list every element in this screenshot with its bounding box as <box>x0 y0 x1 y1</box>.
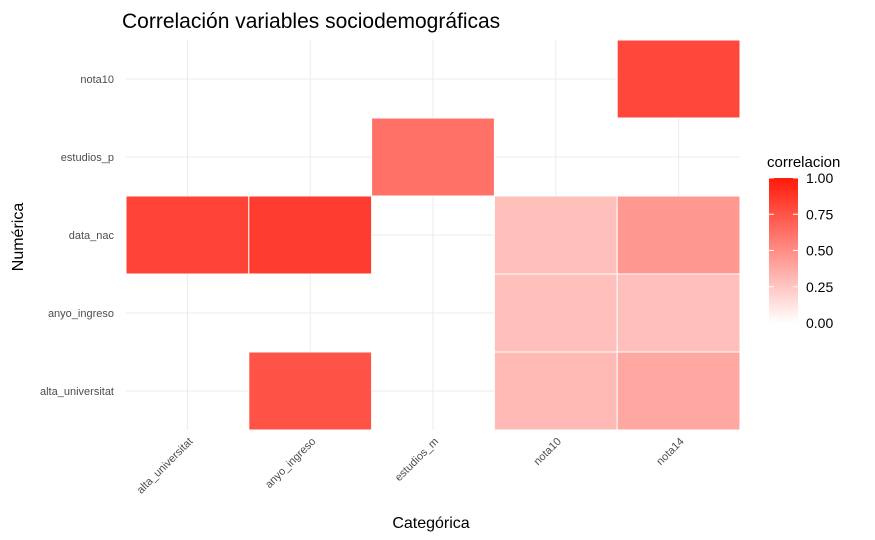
legend-tick-label: 0.50 <box>806 243 833 259</box>
legend-tick-label: 0.75 <box>806 206 833 222</box>
x-tick-label: anyo_ingreso <box>263 436 318 491</box>
heatmap-cell <box>248 351 373 431</box>
legend-title: correlacion <box>767 154 840 171</box>
heatmap-cell <box>248 195 373 275</box>
heatmap-cell <box>493 273 618 353</box>
y-tick-label: estudios_p <box>61 152 114 164</box>
heatmap-cell <box>616 273 741 353</box>
legend-ticks: 0.00 0.25 0.50 0.75 1.00 <box>769 170 833 331</box>
x-axis-ticks: alta_universitat anyo_ingreso estudios_m no… <box>135 436 687 497</box>
x-tick-label: alta_universitat <box>135 436 196 497</box>
heatmap-cell <box>493 351 618 431</box>
y-axis-title: Numérica <box>10 203 27 272</box>
y-tick-label: nota10 <box>80 74 114 86</box>
heatmap-cell <box>371 117 495 197</box>
x-axis-title: Categórica <box>392 515 469 532</box>
heatmap-cell <box>125 195 250 275</box>
heatmap-cell <box>493 195 618 275</box>
y-tick-label: data_nac <box>69 230 115 242</box>
chart-title: Correlación variables sociodemográficas <box>122 10 500 33</box>
legend-tick-label: 0.25 <box>806 279 833 295</box>
x-tick-label: estudios_m <box>393 436 441 484</box>
y-axis-ticks: alta_universitat anyo_ingreso data_nac estu… <box>40 74 114 398</box>
heatmap-tiles <box>125 39 741 431</box>
legend: correlacion 0.00 0.25 0.50 0.75 1.00 <box>767 154 840 331</box>
legend-tick-label: 1.00 <box>806 170 833 186</box>
x-tick-label: nota10 <box>532 436 564 468</box>
heatmap-cell <box>616 351 741 431</box>
heatmap-cell <box>616 195 741 275</box>
legend-tick-label: 0.00 <box>806 315 833 331</box>
y-tick-label: alta_universitat <box>40 386 114 398</box>
heatmap-cell <box>616 39 741 119</box>
x-tick-label: nota14 <box>654 436 686 468</box>
y-tick-label: anyo_ingreso <box>48 308 114 320</box>
